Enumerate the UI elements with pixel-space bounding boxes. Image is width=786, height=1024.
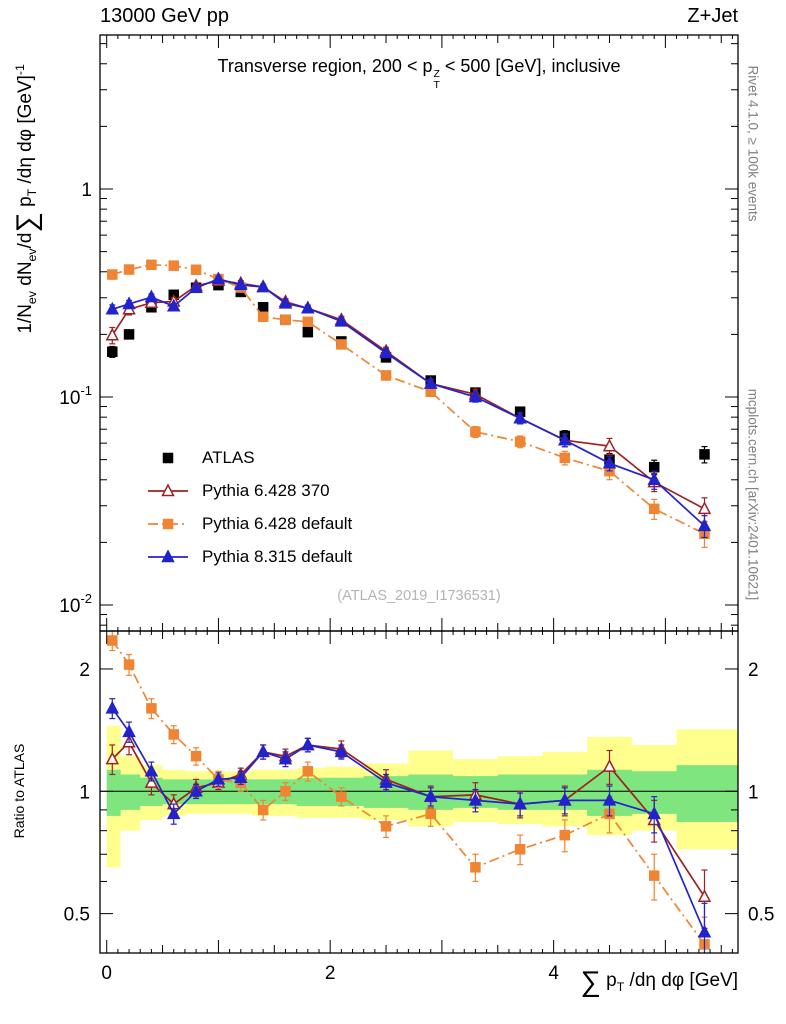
svg-text:2: 2 <box>325 963 336 984</box>
legend-label-py6-370: Pythia 6.428 370 <box>202 480 330 500</box>
legend-marker-py8-def <box>148 548 188 562</box>
y-axis-title-main: 1/Nev dNev/d∑ pT /dη dφ [GeV]-1 <box>11 64 44 334</box>
legend-item-py6-def: Pythia 6.428 default <box>146 507 352 540</box>
legend-marker-py6-370 <box>148 482 188 496</box>
svg-text:0.5: 0.5 <box>64 905 90 926</box>
legend-item-py8-def: Pythia 8.315 default <box>146 540 352 573</box>
process-label: Z+Jet <box>687 5 738 27</box>
legend-label-py6-def: Pythia 6.428 default <box>202 513 353 533</box>
svg-text:0: 0 <box>101 963 112 984</box>
series-main-py6-def <box>107 259 710 549</box>
svg-text:2: 2 <box>79 660 90 681</box>
legend-marker-atlas <box>162 452 174 463</box>
svg-text:10-1: 10-1 <box>59 383 92 409</box>
x-axis-title: ∑ pT /dη dφ [GeV] <box>580 966 738 999</box>
ratio-panel-frame <box>99 630 739 954</box>
series-main-py8-def <box>105 271 712 539</box>
svg-text:4: 4 <box>548 963 559 984</box>
legend-item-atlas: ATLAS <box>146 441 352 474</box>
legend-item-py6-370: Pythia 6.428 370 <box>146 474 352 507</box>
svg-text:2: 2 <box>748 660 759 681</box>
svg-text:0.5: 0.5 <box>748 905 774 926</box>
legend-label-py8-def: Pythia 8.315 default <box>202 546 353 566</box>
legend-marker-py6-def <box>148 518 188 529</box>
legend-label-atlas: ATLAS <box>202 447 255 467</box>
rivet-version-note: Rivet 4.1.0, ≥ 100k events <box>745 65 761 222</box>
svg-text:1: 1 <box>748 782 759 803</box>
svg-text:10-2: 10-2 <box>59 591 92 617</box>
svg-text:1: 1 <box>81 180 92 201</box>
series-ratio-py8-def <box>105 698 712 953</box>
beam-energy-label: 13000 GeV pp <box>100 5 229 27</box>
mcplots-reference-note: mcplots.cern.ch [arXiv:2401.10621] <box>745 388 761 601</box>
legend: ATLAS Pythia 6.428 370 Pythia 6.428 defaul… <box>146 441 352 573</box>
analysis-id-watermark: (ATLAS_2019_I1736531) <box>337 588 501 604</box>
y-axis-title-ratio: Ratio to ATLAS <box>11 743 27 839</box>
svg-text:1: 1 <box>79 782 90 803</box>
